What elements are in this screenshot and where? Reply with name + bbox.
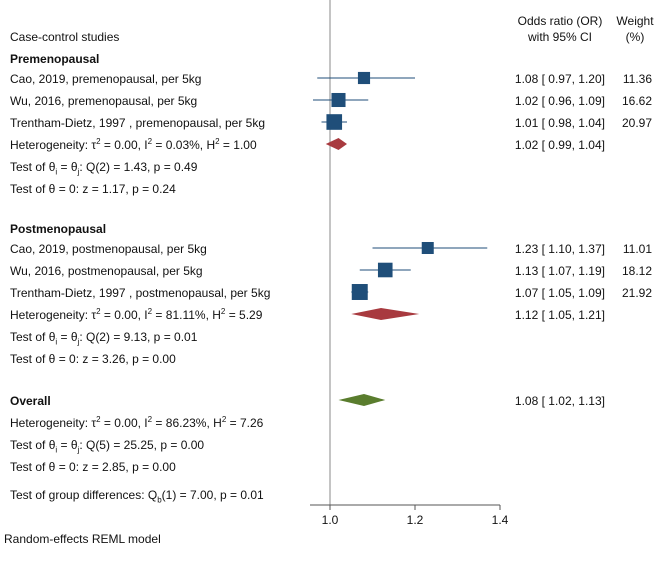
- group-label-postmenopausal: Postmenopausal: [10, 222, 107, 236]
- test-homogeneity-postmenopausal: Test of θi = θj: Q(2) = 9.13, p = 0.01: [10, 330, 198, 347]
- heterogeneity-premenopausal: Heterogeneity: τ2 = 0.00, I2 = 0.03%, H2…: [10, 137, 257, 153]
- test-zero-postmenopausal: Test of θ = 0: z = 3.26, p = 0.00: [10, 352, 176, 366]
- study-weight: 11.01: [622, 242, 652, 256]
- overall-label: Overall: [10, 394, 51, 408]
- study-marker: [351, 284, 368, 300]
- group-label-premenopausal: Premenopausal: [10, 52, 100, 66]
- heterogeneity-overall: Heterogeneity: τ2 = 0.00, I2 = 86.23%, H…: [10, 415, 264, 431]
- study-label: Cao, 2019, postmenopausal, per 5kg: [10, 242, 207, 256]
- test-homogeneity-overall: Test of θi = θj: Q(5) = 25.25, p = 0.00: [10, 438, 205, 455]
- study-or-ci: 1.07 [ 1.05, 1.09]: [514, 286, 605, 300]
- pooled-or-ci: 1.12 [ 1.05, 1.21]: [514, 308, 605, 322]
- x-tick-label: 1.4: [492, 513, 509, 527]
- test-group-differences: Test of group differences: Qb(1) = 7.00,…: [10, 488, 264, 505]
- study-weight: 18.12: [621, 264, 652, 278]
- study-or-ci: 1.02 [ 0.96, 1.09]: [514, 94, 605, 108]
- overall-diamond: [338, 394, 386, 406]
- study-weight: 20.97: [621, 116, 652, 130]
- or-column-header-line1: Odds ratio (OR): [517, 14, 603, 28]
- study-label: Wu, 2016, postmenopausal, per 5kg: [10, 264, 203, 278]
- x-tick-label: 1.2: [407, 513, 424, 527]
- study-or-ci: 1.01 [ 0.98, 1.04]: [514, 116, 605, 130]
- study-marker: [357, 71, 371, 85]
- heterogeneity-postmenopausal: Heterogeneity: τ2 = 0.00, I2 = 81.11%, H…: [10, 307, 263, 323]
- weight-column-header-line2: (%): [625, 30, 645, 44]
- pooled-or-ci: 1.02 [ 0.99, 1.04]: [514, 138, 605, 152]
- study-label: Cao, 2019, premenopausal, per 5kg: [10, 72, 202, 86]
- study-or-ci: 1.13 [ 1.07, 1.19]: [514, 264, 605, 278]
- study-weight: 16.62: [621, 94, 652, 108]
- study-marker: [331, 92, 346, 108]
- study-label: Trentham-Dietz, 1997 , postmenopausal, p…: [10, 286, 271, 300]
- study-weight: 21.92: [621, 286, 652, 300]
- pooled-diamond: [351, 308, 420, 320]
- study-weight: 11.36: [622, 72, 652, 86]
- test-zero-premenopausal: Test of θ = 0: z = 1.17, p = 0.24: [10, 182, 176, 196]
- x-tick-label: 1.0: [322, 513, 339, 527]
- test-homogeneity-premenopausal: Test of θi = θj: Q(2) = 1.43, p = 0.49: [10, 160, 198, 177]
- study-or-ci: 1.08 [ 0.97, 1.20]: [514, 72, 605, 86]
- study-marker: [421, 241, 434, 255]
- study-marker: [326, 114, 343, 130]
- study-label: Trentham-Dietz, 1997 , premenopausal, pe…: [10, 116, 266, 130]
- study-or-ci: 1.23 [ 1.10, 1.37]: [514, 242, 605, 256]
- or-column-header-line2: with 95% CI: [527, 30, 593, 44]
- weight-column-header-line1: Weight: [616, 14, 654, 28]
- test-zero-overall: Test of θ = 0: z = 2.85, p = 0.00: [10, 460, 176, 474]
- pooled-diamond: [325, 138, 347, 150]
- study-column-header: Case-control studies: [10, 30, 120, 44]
- study-marker: [377, 262, 393, 278]
- model-note: Random-effects REML model: [4, 532, 161, 546]
- overall-or-ci: 1.08 [ 1.02, 1.13]: [514, 394, 605, 408]
- study-label: Wu, 2016, premenopausal, per 5kg: [10, 94, 198, 108]
